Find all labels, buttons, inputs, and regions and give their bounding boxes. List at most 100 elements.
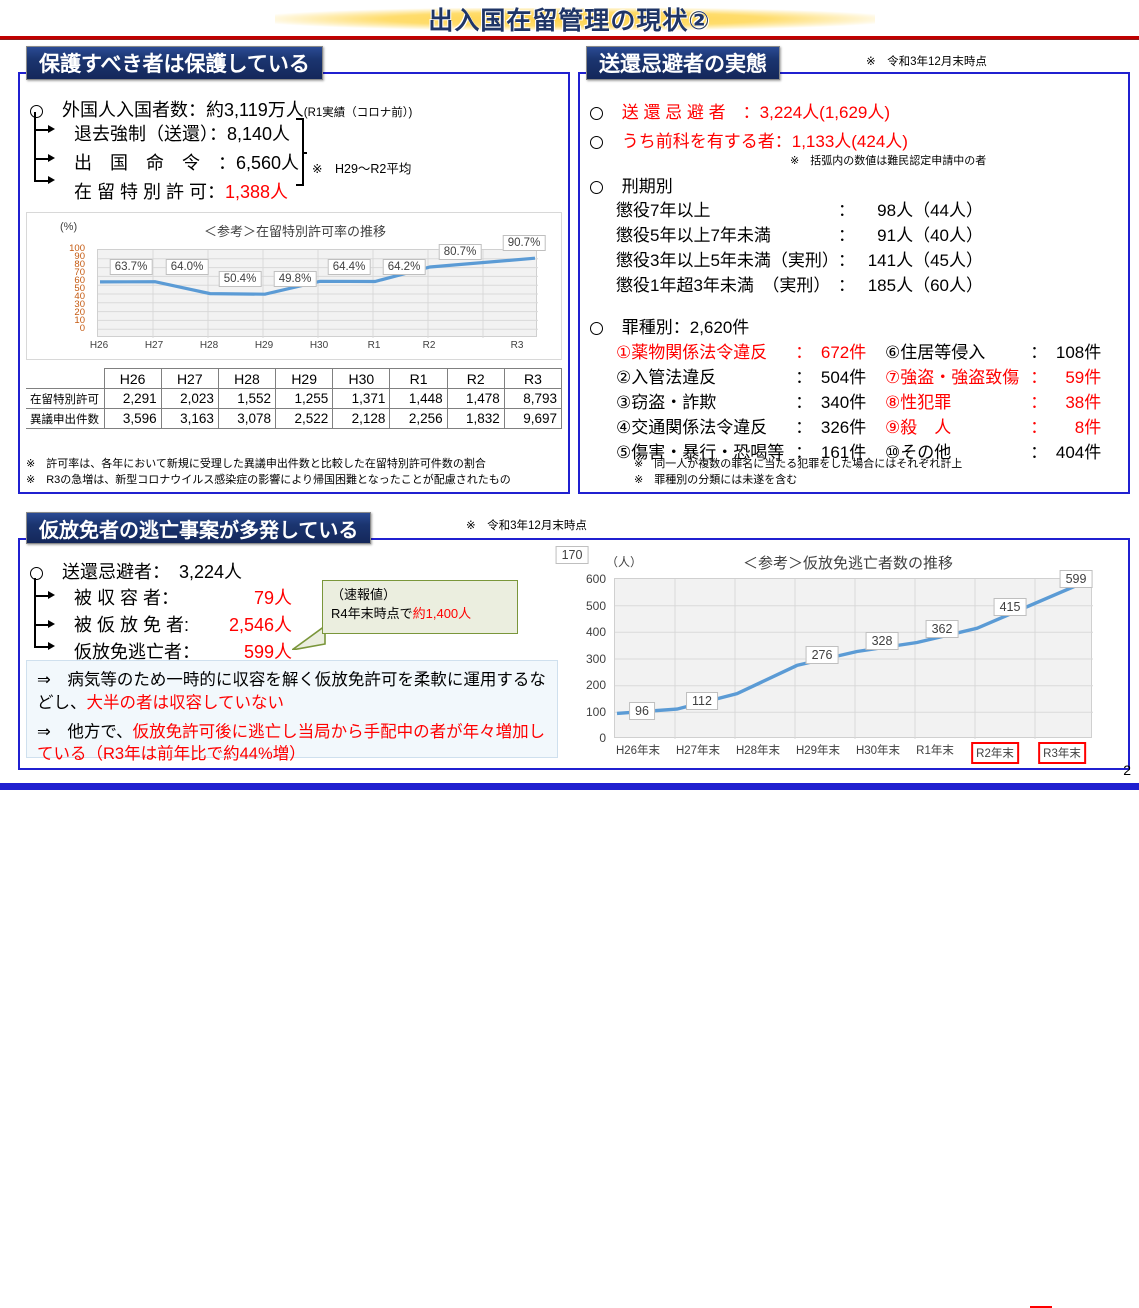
panel-deportation-header: 送還忌避者の実態: [586, 46, 780, 80]
crime-right-0: ⑥住居等侵入 ： 108件: [885, 338, 1101, 363]
deportation-sentence-1-sep: ：: [838, 226, 855, 245]
table-col-2: H28: [217, 368, 277, 389]
crime-left-1-sep: ：: [795, 368, 813, 387]
chart1-xtick-1: H27: [144, 340, 164, 351]
circle-bullet-icon: [590, 181, 603, 195]
chart1-ytick-3: 70: [74, 267, 85, 278]
crime-right-2-label: 性犯罪: [900, 393, 952, 412]
chart1-datalabel-3: 49.8%: [273, 271, 317, 287]
deportation-item-1-value: 1,133人(424人): [791, 132, 908, 151]
table-row-1-v2: 3,078: [217, 408, 277, 429]
crime-left-3-value: 326件: [820, 418, 867, 437]
crime-right-4-sep: ：: [1030, 443, 1048, 462]
chart1-title: ＜参考＞在留特別許可率の推移: [203, 224, 386, 239]
chart2-xtick-4: H30年末: [855, 745, 901, 757]
chart1-ytick-8: 20: [74, 307, 85, 318]
crime-right-0-value: 108件: [1055, 343, 1102, 362]
chart1-datalabel-4: 64.4%: [327, 259, 371, 275]
chart2-datalabel-7: 599: [1059, 570, 1093, 588]
deportation-sentence-group: 刑期別: [590, 172, 673, 197]
page-number: 2: [1123, 762, 1131, 778]
deportation-sentence-1-label: 懲役5年以上7年未満: [616, 226, 771, 245]
chart1-datalabel-5: 64.2%: [382, 259, 426, 275]
chart2-ytick-3: 300: [585, 652, 606, 666]
callout-line-1: （速報値）: [331, 587, 397, 602]
deportation-sentence-2: 懲役3年以上5年未満（実刑）： 141人（45人）: [616, 246, 983, 271]
deportation-sentence-3: 懲役1年超3年未満 （実刑） ： 185人（60人）: [616, 271, 983, 296]
chart1-ytick-0: 100: [69, 243, 85, 254]
chart1-ytick-4: 60: [74, 275, 85, 286]
chart2-datalabel-4: 328: [865, 632, 899, 650]
crime-right-3-no: ⑨: [885, 418, 901, 437]
table-col-7: R3: [503, 368, 563, 389]
table-row-0-v1: 2,023: [160, 388, 219, 409]
table-row-1-v0: 3,596: [103, 408, 162, 429]
escape-conclusion-0-pre: 病気等のため一時的に収容を解く仮放免許可を柔軟に運用するなどし、: [37, 671, 546, 712]
crime-right-0-no: ⑥: [885, 343, 901, 362]
table-row-1-label: 異議申出件数: [26, 408, 105, 429]
escape-row-1-value: 2,546人: [228, 615, 292, 635]
deportation-item-0: 送 還 忌 避 者 ：3,224人(1,629人): [590, 98, 890, 123]
crime-left-1: ②入管法違反 ： 504件: [616, 363, 866, 388]
circle-bullet-icon: [590, 107, 603, 121]
deportation-item-1: うち前科を有する者：1,133人(424人): [590, 127, 908, 152]
protection-main-note: (R1実績（コロナ前）): [303, 107, 413, 119]
table-row-0-v2: 1,552: [217, 388, 277, 409]
crime-left-0-value: 672件: [820, 343, 867, 362]
crime-left-3: ④交通関係法令違反 ： 326件: [616, 413, 866, 438]
panel-deportation-header-label: 送還忌避者の実態: [599, 53, 767, 76]
crime-left-1-value: 504件: [820, 368, 867, 387]
escape-row-1: 被 仮 放 免 者: 2,546人: [74, 611, 292, 637]
protection-brace-note: ※ H29～R2平均: [312, 162, 412, 176]
deportation-item-1-label: うち前科を有する者: [621, 132, 775, 151]
deportation-sentence-0: 懲役7年以上 ： 98人（44人）: [616, 196, 983, 221]
crime-right-0-label: 住居等侵入: [900, 343, 986, 362]
crime-right-3: ⑨殺 人 ： 8件: [885, 413, 1101, 438]
protection-row-0-value: 8,140人: [227, 124, 291, 144]
deportation-footnote-0: ※ 同一人が複数の罪名に当たる犯罪をした場合にはそれぞれ計上: [634, 458, 963, 470]
table-row-0-v7: 8,793: [503, 388, 563, 409]
escape-row-1-label: 被 仮 放 免 者:: [74, 615, 190, 635]
chart1-ytick-5: 50: [74, 283, 85, 294]
protection-row-2-value: 1,388人: [225, 182, 289, 202]
chart1-xtick-4: H30: [309, 340, 329, 351]
protection-main-label: 外国人入国者数：約3,119万人: [62, 100, 304, 120]
chart1-ytick-10: 0: [79, 323, 85, 334]
crime-right-4-value: 404件: [1055, 443, 1102, 462]
crime-right-3-sep: ：: [1030, 418, 1048, 437]
deportation-item-0-label: 送 還 忌 避 者: [621, 103, 743, 122]
chart1-ytick-6: 40: [74, 291, 85, 302]
panel-escape-head-note: ※ 令和3年12月末時点: [466, 520, 587, 532]
chart1-xtick-0: H26: [89, 340, 109, 351]
deportation-crime-group-title: 罪種別：2,620件: [621, 318, 750, 337]
deportation-item-1-sep: ：: [774, 132, 792, 151]
escape-conclusion-1-red: 仮放免許可後に逃亡し当局から手配中の者が年々増加している（R3年は前年比で約44…: [37, 722, 546, 764]
deportation-sentence-0-value: 98人（44人）: [877, 201, 983, 220]
crime-right-2-value: 38件: [1065, 393, 1102, 412]
slide-title-area: 出入国在留管理の現状②: [0, 0, 1139, 42]
table-row-1-v5: 2,256: [389, 408, 448, 429]
page-title: 出入国在留管理の現状②: [428, 7, 711, 35]
chart2-datalabel-5: 362: [925, 620, 959, 638]
chart2-ytick-5: 100: [585, 705, 606, 719]
table-col-1: H27: [160, 368, 219, 389]
deportation-sentence-3-label: 懲役1年超3年未満 （実刑）: [616, 276, 831, 295]
chart2-ytick-0: 600: [585, 572, 606, 586]
crime-left-4: ⑤傷害・暴行・恐喝等 ： 161件: [616, 438, 866, 463]
chart1-xtick-2: H28: [199, 340, 219, 351]
crime-right-4: ⑩その他 ： 404件: [885, 438, 1101, 463]
title-divider-shadow: [0, 39, 1139, 40]
chart2-title: ＜参考＞仮放免逃亡者数の推移: [742, 555, 953, 572]
table-row-0-v6: 1,478: [446, 388, 505, 409]
title-glow-decoration: [275, 8, 875, 30]
crime-right-2-no: ⑧: [885, 393, 901, 412]
deportation-sentence-3-value: 185人（60人）: [867, 276, 983, 295]
table-col-0: H26: [103, 368, 162, 389]
crime-right-2-sep: ：: [1030, 393, 1048, 412]
protection-footnote-1: ※ R3の急増は、新型コロナウイルス感染症の影響により帰国困難となったことが配慮…: [26, 474, 511, 486]
deportation-crime-group: 罪種別：2,620件: [590, 313, 749, 338]
protection-row-0-label: 退去強制（送還）: [74, 124, 209, 144]
chart1-datalabel-7: 90.7%: [502, 235, 546, 251]
crime-right-1: ⑦強盗・強盗致傷 ： 59件: [885, 363, 1101, 388]
chart2-xtick-5: R1年末: [916, 745, 954, 757]
